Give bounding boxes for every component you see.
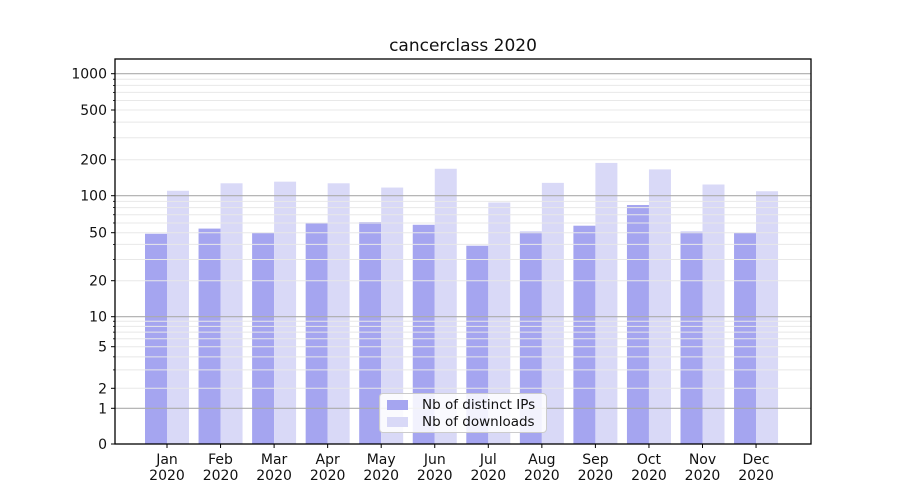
bar-aug-downloads [541,182,564,444]
x-tick-label-month: Mar [261,452,288,468]
bar-aug-distinct-ips [519,231,542,444]
bar-feb-distinct-ips [198,228,221,444]
x-tick-label-year: 2020 [524,468,560,484]
x-tick-label-year: 2020 [310,468,346,484]
bar-oct-downloads [648,169,671,444]
bar-oct-distinct-ips [626,205,649,444]
x-tick-label-month: Jun [423,452,446,468]
y-tick-label: 500 [80,103,107,119]
chart-title: cancerclass 2020 [389,36,537,56]
legend-label-downloads: Nb of downloads [422,413,535,430]
bar-sep-distinct-ips [573,225,596,444]
x-tick-label-year: 2020 [363,468,399,484]
legend-swatch-distinct-ips [387,399,408,410]
x-tick-label-year: 2020 [203,468,239,484]
y-tick-label: 5 [98,340,107,356]
y-tick-label: 100 [80,189,107,205]
x-tick-label-month: Sep [582,452,609,468]
x-tick-label-month: Aug [528,452,555,468]
y-tick-label: 1 [98,401,107,417]
bar-mar-downloads [274,181,297,444]
y-tick-label: 20 [89,274,107,290]
legend-label-distinct-ips: Nb of distinct IPs [422,396,536,413]
y-tick-label: 50 [89,226,107,242]
plot-frame [114,58,812,445]
x-tick-label-year: 2020 [470,468,506,484]
y-tick-label: 200 [80,153,107,169]
bar-feb-downloads [220,183,243,444]
legend-item-distinct-ips: Nb of distinct IPs [380,398,546,412]
x-tick-label-month: Jul [479,452,497,468]
legend: Nb of distinct IPs Nb of downloads [379,393,547,433]
x-tick-label-year: 2020 [685,468,721,484]
x-tick-label-month: Oct [637,452,662,468]
x-tick-label-month: Apr [316,452,340,468]
legend-item-downloads: Nb of downloads [380,415,546,429]
x-tick-label-year: 2020 [417,468,453,484]
x-tick-label-month: Nov [689,452,716,468]
x-tick-label-month: Feb [208,452,233,468]
bar-nov-distinct-ips [680,231,703,444]
y-tick-label: 1000 [71,67,107,83]
x-tick-label-year: 2020 [738,468,774,484]
bar-may-downloads [381,187,404,444]
y-tick-label: 2 [98,381,107,397]
bar-jun-downloads [434,168,457,444]
x-tick-label-year: 2020 [631,468,667,484]
y-tick-label: 10 [89,310,107,326]
bar-may-distinct-ips [359,222,382,444]
x-tick-label-month: May [367,452,396,468]
bar-nov-downloads [702,184,725,444]
bar-jul-downloads [488,202,511,444]
bar-dec-downloads [756,191,779,444]
bar-apr-distinct-ips [305,222,328,444]
x-tick-label-year: 2020 [256,468,292,484]
legend-swatch-downloads [387,416,408,427]
bar-sep-downloads [595,162,618,444]
x-tick-label-year: 2020 [578,468,614,484]
x-tick-label-month: Jan [155,452,178,468]
bar-jan-downloads [167,190,189,444]
y-tick-label: 0 [98,437,107,453]
bar-apr-downloads [327,183,350,444]
x-tick-label-month: Dec [743,452,770,468]
x-tick-label-year: 2020 [149,468,185,484]
bar-jun-distinct-ips [412,224,435,444]
